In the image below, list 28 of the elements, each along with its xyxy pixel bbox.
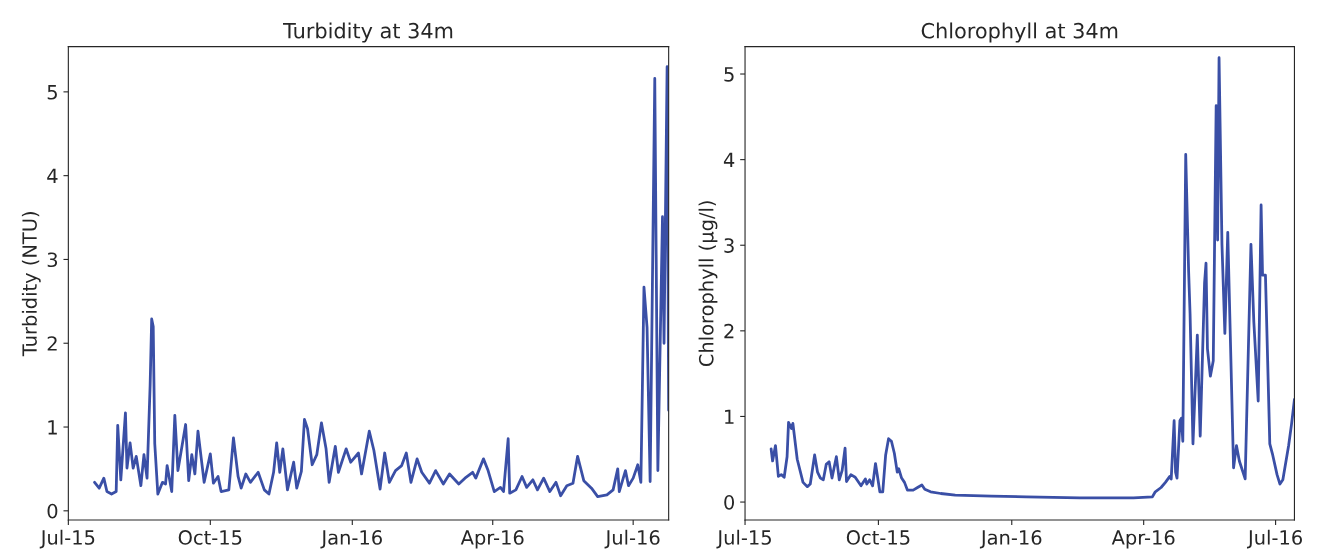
y-tick-label: 3 [724,238,734,253]
x-tick-label: Jul-15 [39,529,95,549]
y-tick-label: 5 [47,85,57,100]
x-tick-label: Jan-16 [320,530,382,549]
y-axis-title: Turbidity (NTU) [21,212,41,357]
x-tick-label: Jul-16 [604,529,660,549]
x-tick-label: Apr-16 [1111,530,1175,549]
y-tick-label: 2 [47,336,57,351]
y-tick-label: 5 [724,67,734,82]
y-tick-label: 1 [725,409,734,424]
x-tick-label: Apr-16 [460,530,524,549]
x-tick-label: Jul-15 [716,529,771,549]
line-series [769,56,1295,500]
x-tick-label: Oct-15 [178,530,242,545]
y-tick-label: 2 [724,323,734,339]
x-tick-label: Oct-15 [846,530,910,545]
y-tick-label: 1 [48,420,57,435]
x-tick-label: Jul-16 [1246,529,1302,549]
y-tick-label: 4 [723,152,735,168]
y-tick-label: 0 [724,495,735,510]
y-tick-label: 4 [47,168,58,184]
y-tick-label: 3 [47,252,58,268]
y-tick-label: 0 [47,503,58,519]
chart-title: Turbidity at 34m [283,22,453,43]
y-axis-title: Chlorophyll (µg/l) [698,201,718,367]
chart-title: Chlorophyll at 34m [921,22,1118,43]
line-series [93,65,669,498]
x-tick-label: Jan-16 [979,530,1042,549]
